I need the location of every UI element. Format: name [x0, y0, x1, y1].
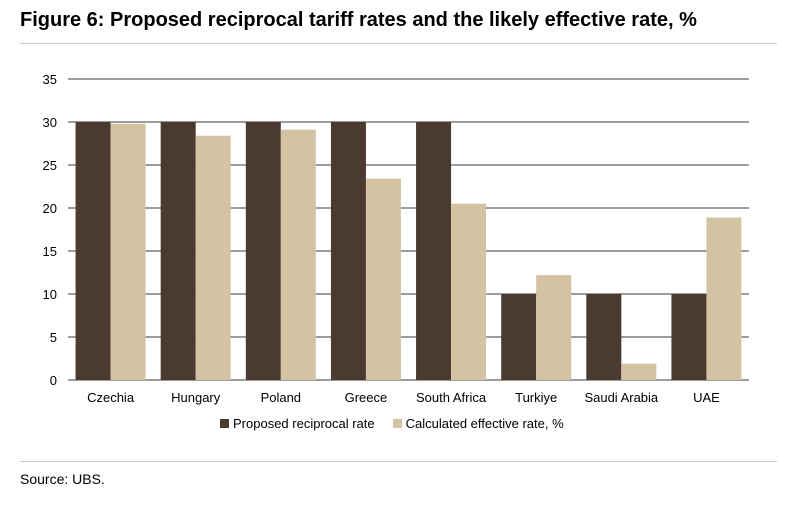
- title-divider: [20, 43, 777, 44]
- bar-proposed-saudi-arabia: [586, 294, 622, 380]
- bar-effective-south-africa: [451, 203, 487, 380]
- legend-label-proposed: Proposed reciprocal rate: [233, 416, 375, 431]
- legend-swatch-effective: [392, 419, 402, 428]
- chart-title: Figure 6: Proposed reciprocal tariff rat…: [20, 9, 697, 31]
- x-tick-label: Poland: [261, 390, 301, 405]
- legend-label-effective: Calculated effective rate, %: [405, 416, 564, 431]
- chart-legend: Proposed reciprocal rate Calculated effe…: [220, 416, 582, 431]
- y-tick-label: 10: [43, 287, 57, 302]
- bar-proposed-south-africa: [416, 122, 452, 380]
- bar-effective-uae: [706, 217, 742, 380]
- legend-item-effective: Calculated effective rate, %: [392, 416, 564, 431]
- y-tick-label: 5: [50, 330, 57, 345]
- legend-item-proposed: Proposed reciprocal rate: [220, 416, 375, 431]
- bar-proposed-hungary: [160, 122, 196, 380]
- source-divider: [20, 461, 777, 462]
- y-tick-label: 35: [43, 72, 57, 87]
- bar-proposed-czechia: [75, 122, 111, 380]
- bar-proposed-poland: [245, 122, 281, 380]
- bar-effective-greece: [365, 178, 401, 380]
- x-tick-label: Greece: [345, 390, 388, 405]
- x-tick-label: Turkiye: [515, 390, 557, 405]
- bar-effective-czechia: [110, 123, 146, 380]
- x-tick-label: Hungary: [171, 390, 221, 405]
- bar-effective-saudi-arabia: [621, 363, 657, 380]
- y-tick-label: 0: [50, 373, 57, 388]
- bar-proposed-turkiye: [501, 294, 537, 380]
- legend-swatch-proposed: [220, 419, 229, 428]
- y-tick-label: 30: [43, 115, 57, 130]
- x-tick-label: Saudi Arabia: [584, 390, 658, 405]
- x-tick-label: South Africa: [416, 390, 487, 405]
- bar-effective-poland: [280, 129, 316, 380]
- y-tick-label: 15: [43, 244, 57, 259]
- bar-effective-hungary: [195, 135, 231, 380]
- bar-proposed-uae: [671, 294, 707, 380]
- bar-proposed-greece: [330, 122, 366, 380]
- bar-effective-turkiye: [536, 275, 572, 380]
- x-tick-label: UAE: [693, 390, 720, 405]
- source-note: Source: UBS.: [20, 471, 105, 487]
- y-tick-label: 25: [43, 158, 57, 173]
- y-tick-label: 20: [43, 201, 57, 216]
- x-tick-label: Czechia: [87, 390, 135, 405]
